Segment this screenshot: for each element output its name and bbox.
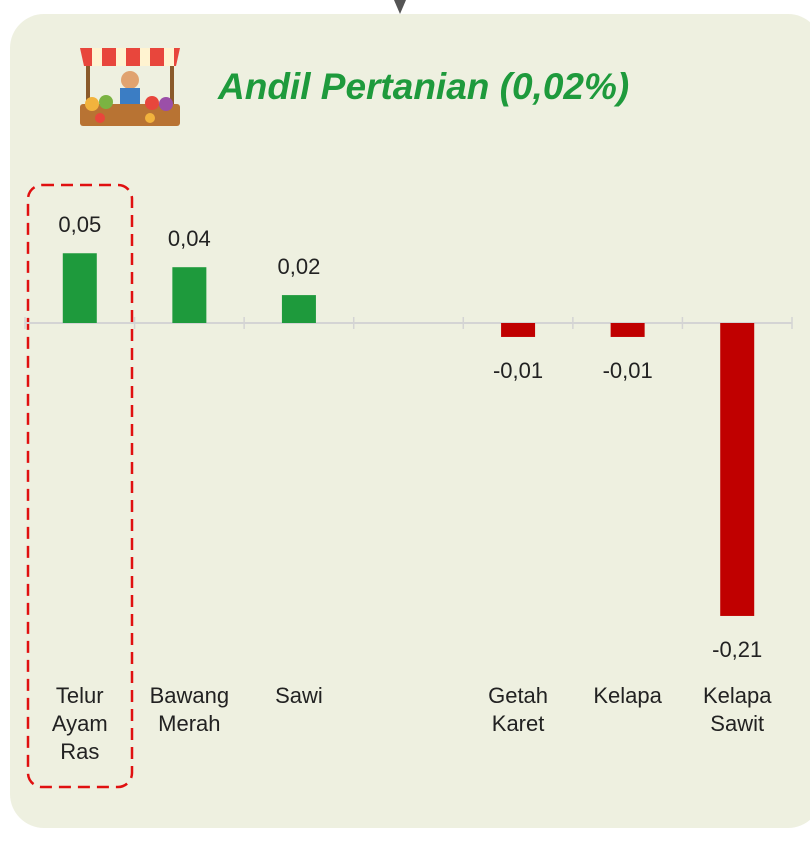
pointer-arrow — [394, 0, 406, 14]
bar — [172, 267, 207, 323]
x-tick-label: Getah Karet — [488, 683, 549, 736]
data-label: 0,04 — [167, 226, 211, 252]
chart-title: Andil Pertanian (0,02%) — [218, 66, 630, 107]
bar — [62, 253, 97, 323]
panel — [10, 14, 810, 828]
bar — [720, 323, 755, 616]
bar — [501, 323, 536, 337]
x-tick-label: Kelapa — [593, 683, 662, 708]
bar — [610, 323, 645, 337]
market-icon — [80, 48, 180, 126]
x-tick-label: Kelapa Sawit — [702, 683, 772, 736]
x-tick-label: Telur Ayam Ras — [51, 683, 108, 764]
data-label: -0,21 — [712, 636, 763, 662]
highlight-box — [26, 183, 134, 789]
x-tick-label: Sawi — [275, 683, 323, 708]
data-label: -0,01 — [492, 357, 544, 383]
data-label: -0,01 — [602, 357, 653, 383]
data-label: 0,05 — [58, 212, 102, 238]
x-tick-label: Bawang Merah — [149, 683, 230, 736]
bar — [281, 295, 316, 323]
data-label: 0,02 — [277, 254, 321, 280]
